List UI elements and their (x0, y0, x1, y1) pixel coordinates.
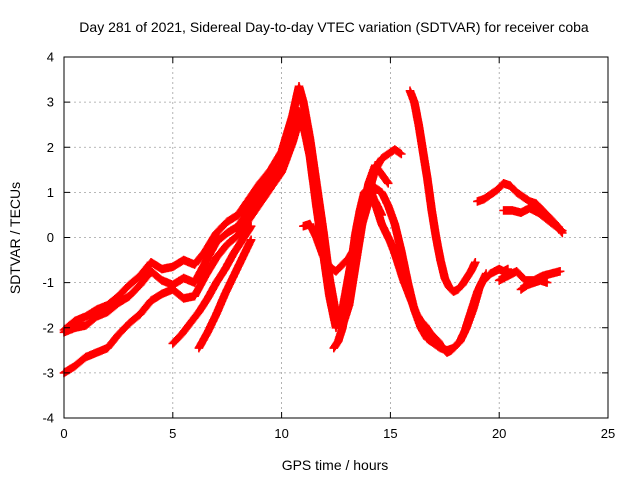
data-point-markers (405, 86, 480, 296)
data-point-markers (499, 203, 567, 235)
data-series (299, 183, 491, 355)
x-axis-label: GPS time / hours (282, 457, 389, 473)
chart-title: Day 281 of 2021, Sidereal Day-to-day VTE… (79, 19, 589, 35)
grid (64, 57, 608, 418)
x-tick-label: 20 (492, 426, 506, 441)
y-tick-label: 0 (47, 230, 54, 245)
x-axis: 0 5 10 15 20 25 (60, 57, 615, 441)
x-tick-label: 10 (274, 426, 288, 441)
x-tick-label: 0 (60, 426, 67, 441)
y-tick-label: 1 (47, 185, 54, 200)
x-tick-label: 5 (169, 426, 176, 441)
y-tick-label: 3 (47, 95, 54, 110)
data-series (516, 276, 552, 294)
y-tick-label: -2 (42, 320, 54, 335)
y-axis: -4 -3 -2 -1 0 1 2 3 4 (42, 50, 608, 426)
y-axis-label: SDTVAR / TECUs (7, 182, 23, 294)
y-tick-label: -3 (42, 365, 54, 380)
x-tick-label: 25 (601, 426, 615, 441)
data-point-markers (168, 221, 256, 348)
data-point-markers (516, 276, 552, 294)
y-tick-label: -1 (42, 275, 54, 290)
plot-area (59, 82, 567, 378)
y-tick-label: 4 (47, 50, 54, 65)
data-series (499, 203, 567, 235)
y-tick-label: 2 (47, 140, 54, 155)
data-series (168, 221, 256, 348)
data-series (405, 86, 480, 296)
y-tick-label: -4 (42, 411, 54, 426)
x-tick-label: 15 (383, 426, 397, 441)
data-point-markers (194, 235, 256, 353)
data-point-markers (299, 183, 491, 355)
data-series (194, 235, 256, 353)
